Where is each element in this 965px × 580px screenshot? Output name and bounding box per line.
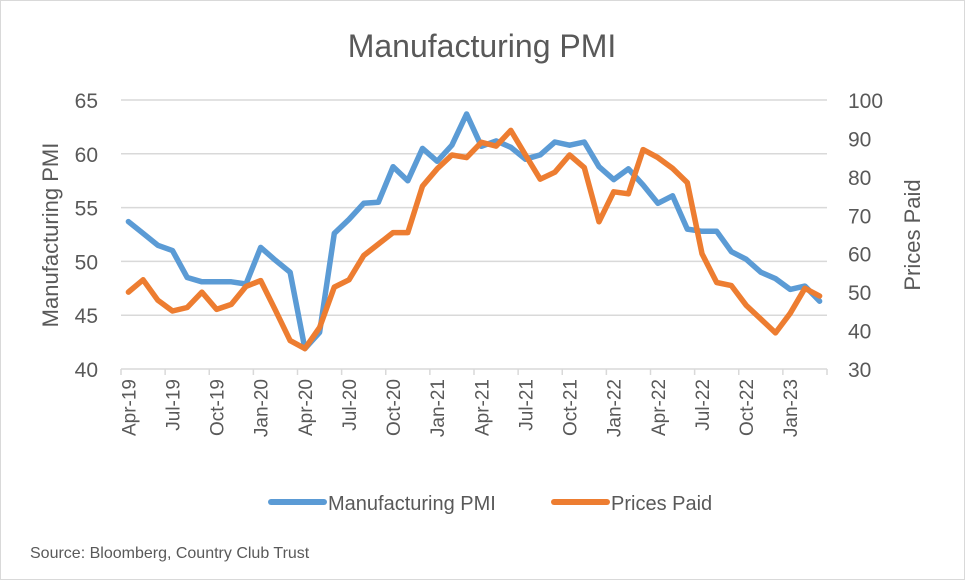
y-axis-right: 30 40 50 60 70 80 90 100 <box>848 90 883 382</box>
y2-tick-label: 50 <box>848 282 871 305</box>
x-tick-label: Oct-20 <box>384 379 405 436</box>
x-tick-label: Jan-22 <box>605 379 626 437</box>
x-tick-label: Jul-19 <box>163 379 184 431</box>
x-tick-label: Jan-20 <box>252 379 273 437</box>
legend-label-manufacturing-pmi: Manufacturing PMI <box>328 493 496 515</box>
x-tick-label: Apr-19 <box>119 379 140 436</box>
x-tick-label: Jul-20 <box>340 379 361 431</box>
x-tick-label: Apr-21 <box>472 379 493 436</box>
y2-axis-label: Prices Paid <box>900 179 925 290</box>
x-tick-label: Oct-21 <box>561 379 582 436</box>
x-tick-label: Apr-22 <box>649 379 670 436</box>
x-tick-label: Oct-19 <box>208 379 229 436</box>
series-line-prices-paid <box>125 127 823 352</box>
y-tick-label: 50 <box>75 251 98 274</box>
x-tick-label: Jan-23 <box>781 379 802 437</box>
x-axis: Apr-19 Jul-19 Oct-19 Jan-20 Apr-20 Jul-20 Oct-… <box>119 368 828 437</box>
y2-tick-label: 70 <box>848 205 871 228</box>
legend-item-manufacturing-pmi: Manufacturing PMI <box>268 493 496 515</box>
y2-tick-label: 100 <box>848 90 883 113</box>
series-line-manufacturing-pmi <box>125 111 823 352</box>
source-note: Source: Bloomberg, Country Club Trust <box>30 545 310 562</box>
y-axis-left: 40 45 50 55 60 65 <box>75 90 98 382</box>
legend-label-prices-paid: Prices Paid <box>611 493 712 515</box>
y2-tick-label: 80 <box>848 167 871 190</box>
y-tick-label: 40 <box>75 359 98 382</box>
series-group <box>125 111 823 352</box>
y2-tick-label: 90 <box>848 128 871 151</box>
y2-tick-label: 60 <box>848 244 871 267</box>
y-axis-label: Manufacturing PMI <box>38 143 63 328</box>
y-tick-label: 55 <box>75 198 98 221</box>
legend: Manufacturing PMI Prices Paid <box>268 493 712 515</box>
y-tick-label: 60 <box>75 144 98 167</box>
x-tick-label: Oct-22 <box>737 379 758 436</box>
x-tick-label: Jan-21 <box>428 379 449 437</box>
chart-title: Manufacturing PMI <box>348 28 617 64</box>
y2-tick-label: 40 <box>848 321 871 344</box>
y-tick-label: 65 <box>75 90 98 113</box>
x-tick-label: Jul-21 <box>516 379 537 431</box>
gridlines <box>121 99 827 316</box>
x-tick-label: Jul-22 <box>693 379 714 431</box>
y-tick-label: 45 <box>75 305 98 328</box>
legend-item-prices-paid: Prices Paid <box>551 493 712 515</box>
y2-tick-label: 30 <box>848 359 871 382</box>
x-tick-label: Apr-20 <box>296 379 317 436</box>
